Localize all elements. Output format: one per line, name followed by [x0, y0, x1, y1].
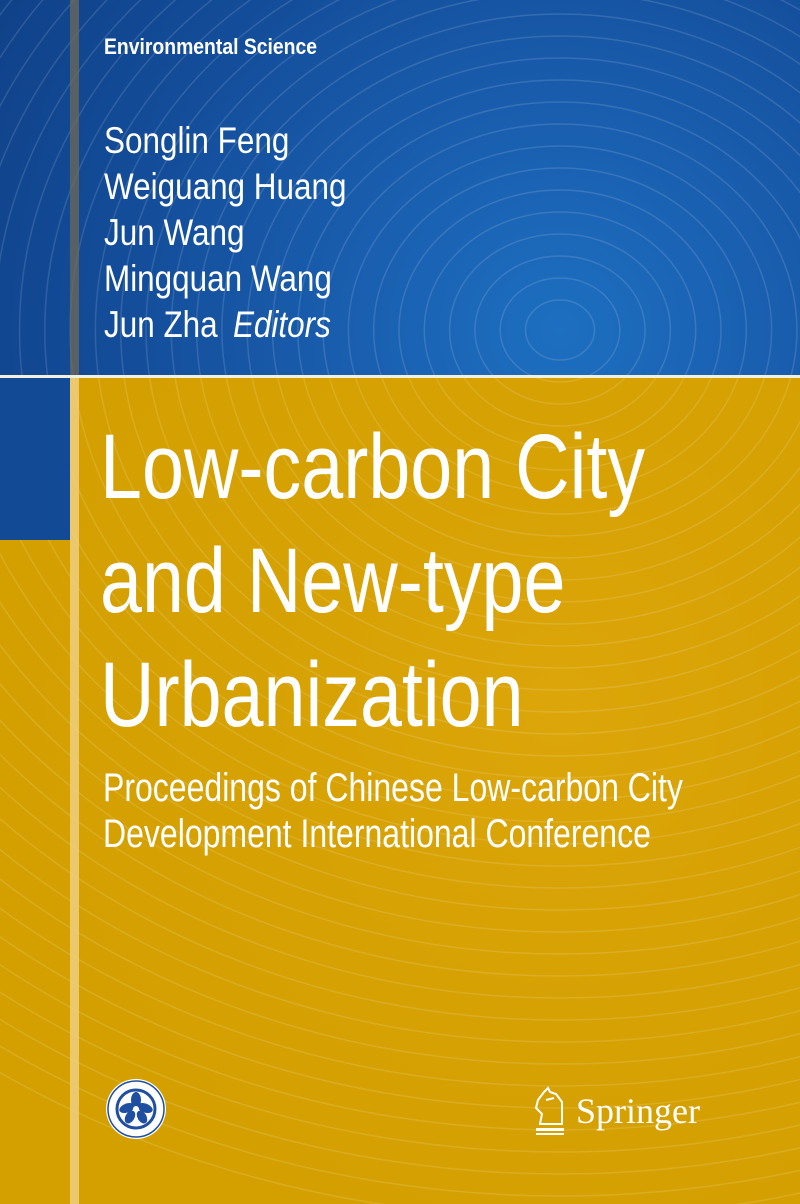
ring [448, 233, 672, 427]
cover-top-blue-panel [0, 0, 800, 375]
ring [0, 753, 800, 977]
ring [398, 189, 722, 471]
cover-bottom-gold-panel [0, 378, 800, 1204]
ring [0, 0, 800, 911]
editors-label: Editors [232, 304, 331, 345]
ring [145, 0, 800, 691]
book-subtitle: Proceedings of Chinese Low-carbon City D… [103, 765, 683, 857]
author: Jun Wang [104, 212, 245, 253]
publisher-name: Springer [576, 1091, 700, 1131]
ring [474, 255, 646, 405]
ring [271, 79, 800, 581]
author: Jun Zha [104, 304, 218, 345]
ring [372, 167, 748, 493]
ring [0, 718, 800, 955]
ring [0, 0, 800, 823]
ring [0, 907, 800, 1087]
springer-logo: Springer [532, 1086, 700, 1136]
left-blue-block [0, 378, 70, 540]
ring [221, 35, 800, 625]
editors-list: Songlin Feng Weiguang Huang Jun Wang Min… [104, 118, 346, 348]
flower-seal-logo-icon [106, 1079, 166, 1139]
ring [0, 786, 800, 999]
ring [0, 991, 800, 1153]
ring [44, 0, 800, 779]
ring [0, 682, 800, 933]
ring [18, 0, 800, 801]
series-name: Environmental Science [104, 34, 318, 59]
ring [524, 299, 596, 361]
ring [94, 0, 800, 735]
ring [499, 277, 621, 383]
ring [195, 13, 800, 647]
subtitle-line: Proceedings of Chinese Low-carbon City [103, 766, 683, 810]
ring [0, 0, 800, 867]
ring [120, 0, 800, 713]
ring [0, 0, 800, 889]
chess-knight-icon [534, 1086, 564, 1135]
spine-stripe [70, 0, 79, 375]
ring [322, 123, 798, 537]
ring [170, 0, 800, 669]
ring [0, 0, 800, 845]
ring [0, 935, 800, 1109]
ring [423, 211, 697, 449]
ring [246, 57, 800, 603]
spine-stripe-lower [70, 378, 79, 1204]
ring [297, 101, 800, 559]
ring [0, 1018, 800, 1175]
subtitle-line: Development International Conference [103, 812, 651, 856]
ring [347, 145, 773, 515]
ring [0, 817, 800, 1021]
title-line: Low-carbon City [100, 416, 646, 518]
ring [0, 878, 800, 1065]
ring [0, 848, 800, 1043]
author: Mingquan Wang [104, 258, 332, 299]
title-line: and New-type [100, 530, 566, 632]
book-title: Low-carbon City and New-type Urbanizatio… [100, 410, 645, 752]
author: Songlin Feng [104, 120, 290, 161]
author: Weiguang Huang [104, 166, 347, 207]
title-line: Urbanization [100, 644, 524, 746]
divider-line [0, 375, 800, 378]
